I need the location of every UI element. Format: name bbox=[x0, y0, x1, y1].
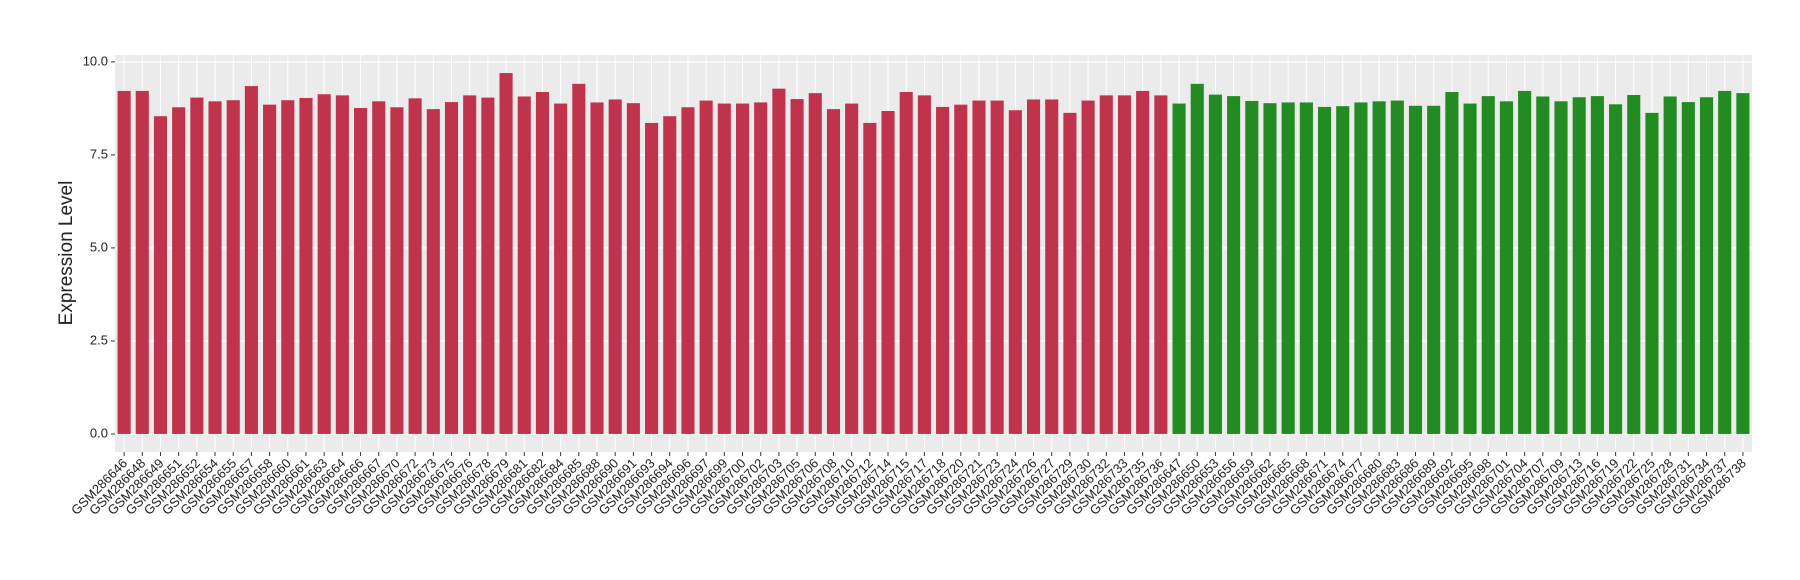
bar bbox=[990, 100, 1004, 434]
bar bbox=[863, 122, 877, 434]
bar bbox=[1008, 110, 1022, 434]
bar bbox=[1318, 106, 1332, 434]
bar bbox=[845, 103, 859, 434]
bar bbox=[1609, 104, 1623, 434]
bar bbox=[244, 86, 258, 434]
bar bbox=[354, 108, 368, 434]
bar bbox=[1627, 94, 1641, 434]
bar bbox=[972, 100, 986, 434]
bar bbox=[754, 102, 768, 434]
bar bbox=[1281, 102, 1295, 434]
bar bbox=[917, 95, 931, 434]
bar bbox=[1481, 96, 1495, 434]
bar bbox=[263, 104, 277, 434]
y-tick-label: 7.5 bbox=[90, 146, 108, 161]
bar bbox=[517, 96, 531, 434]
bar bbox=[499, 73, 513, 434]
bar bbox=[463, 95, 477, 434]
bar bbox=[1026, 99, 1041, 434]
bar bbox=[645, 122, 659, 434]
bar bbox=[790, 99, 804, 434]
y-axis-title: Expression Level bbox=[56, 181, 77, 326]
bar bbox=[1427, 105, 1441, 434]
y-tick-label: 2.5 bbox=[90, 332, 108, 347]
bar bbox=[699, 100, 713, 434]
bar bbox=[1463, 103, 1477, 434]
bar bbox=[317, 94, 331, 434]
bar bbox=[1136, 90, 1150, 434]
bar bbox=[1154, 95, 1168, 434]
bar bbox=[899, 92, 913, 434]
bar bbox=[590, 102, 604, 434]
bar bbox=[1663, 96, 1677, 434]
bar bbox=[1408, 105, 1423, 434]
bar bbox=[1554, 101, 1568, 434]
bar bbox=[390, 107, 404, 434]
bar bbox=[1263, 103, 1277, 434]
bar bbox=[1190, 83, 1204, 434]
bar bbox=[372, 101, 386, 434]
bar bbox=[572, 83, 586, 434]
bar bbox=[172, 107, 186, 434]
bar bbox=[1736, 93, 1750, 434]
bar bbox=[1299, 102, 1313, 434]
bar bbox=[681, 107, 695, 434]
bar bbox=[1045, 99, 1059, 434]
bar bbox=[1063, 112, 1077, 434]
bar bbox=[1354, 102, 1368, 434]
bar bbox=[1099, 95, 1113, 434]
y-tick-label: 10.0 bbox=[83, 53, 108, 68]
bar bbox=[1536, 96, 1550, 434]
bar bbox=[535, 92, 549, 434]
bar bbox=[408, 98, 422, 434]
bar bbox=[1645, 112, 1659, 434]
bar bbox=[1117, 95, 1132, 434]
bar bbox=[1445, 92, 1459, 434]
bar bbox=[554, 103, 568, 434]
bar bbox=[608, 99, 622, 434]
bar bbox=[299, 97, 313, 434]
bar bbox=[1499, 101, 1513, 434]
bar bbox=[208, 101, 222, 434]
bar bbox=[1172, 103, 1186, 434]
bar bbox=[226, 100, 240, 434]
bar bbox=[881, 110, 895, 434]
bar bbox=[936, 106, 950, 434]
bar bbox=[1390, 100, 1404, 434]
bar bbox=[335, 95, 349, 434]
bar bbox=[153, 116, 168, 434]
bar bbox=[1372, 101, 1386, 434]
bar bbox=[135, 90, 149, 434]
bar bbox=[954, 104, 968, 434]
bar bbox=[190, 97, 204, 434]
bar bbox=[1681, 102, 1695, 434]
bar bbox=[717, 103, 731, 434]
bar bbox=[117, 90, 131, 434]
bar bbox=[626, 103, 640, 434]
bar bbox=[1081, 100, 1095, 434]
bar bbox=[1699, 97, 1714, 434]
bar bbox=[1227, 96, 1241, 434]
plot-panel bbox=[115, 55, 1752, 452]
bar bbox=[426, 109, 440, 434]
bar bbox=[1518, 90, 1532, 434]
bar bbox=[281, 100, 295, 434]
bar bbox=[735, 103, 750, 434]
bar bbox=[444, 102, 459, 434]
bar bbox=[1718, 90, 1732, 434]
y-tick-label: 5.0 bbox=[90, 239, 108, 254]
bar bbox=[1590, 96, 1604, 434]
bar bbox=[481, 97, 495, 434]
bar bbox=[808, 93, 822, 434]
bar bbox=[1336, 106, 1350, 434]
y-tick-label: 0.0 bbox=[90, 425, 108, 440]
bar bbox=[1208, 94, 1222, 434]
bar bbox=[1245, 100, 1259, 434]
bar bbox=[663, 116, 677, 434]
bar bbox=[826, 109, 841, 434]
bar bbox=[772, 88, 786, 434]
bar bbox=[1572, 97, 1586, 434]
